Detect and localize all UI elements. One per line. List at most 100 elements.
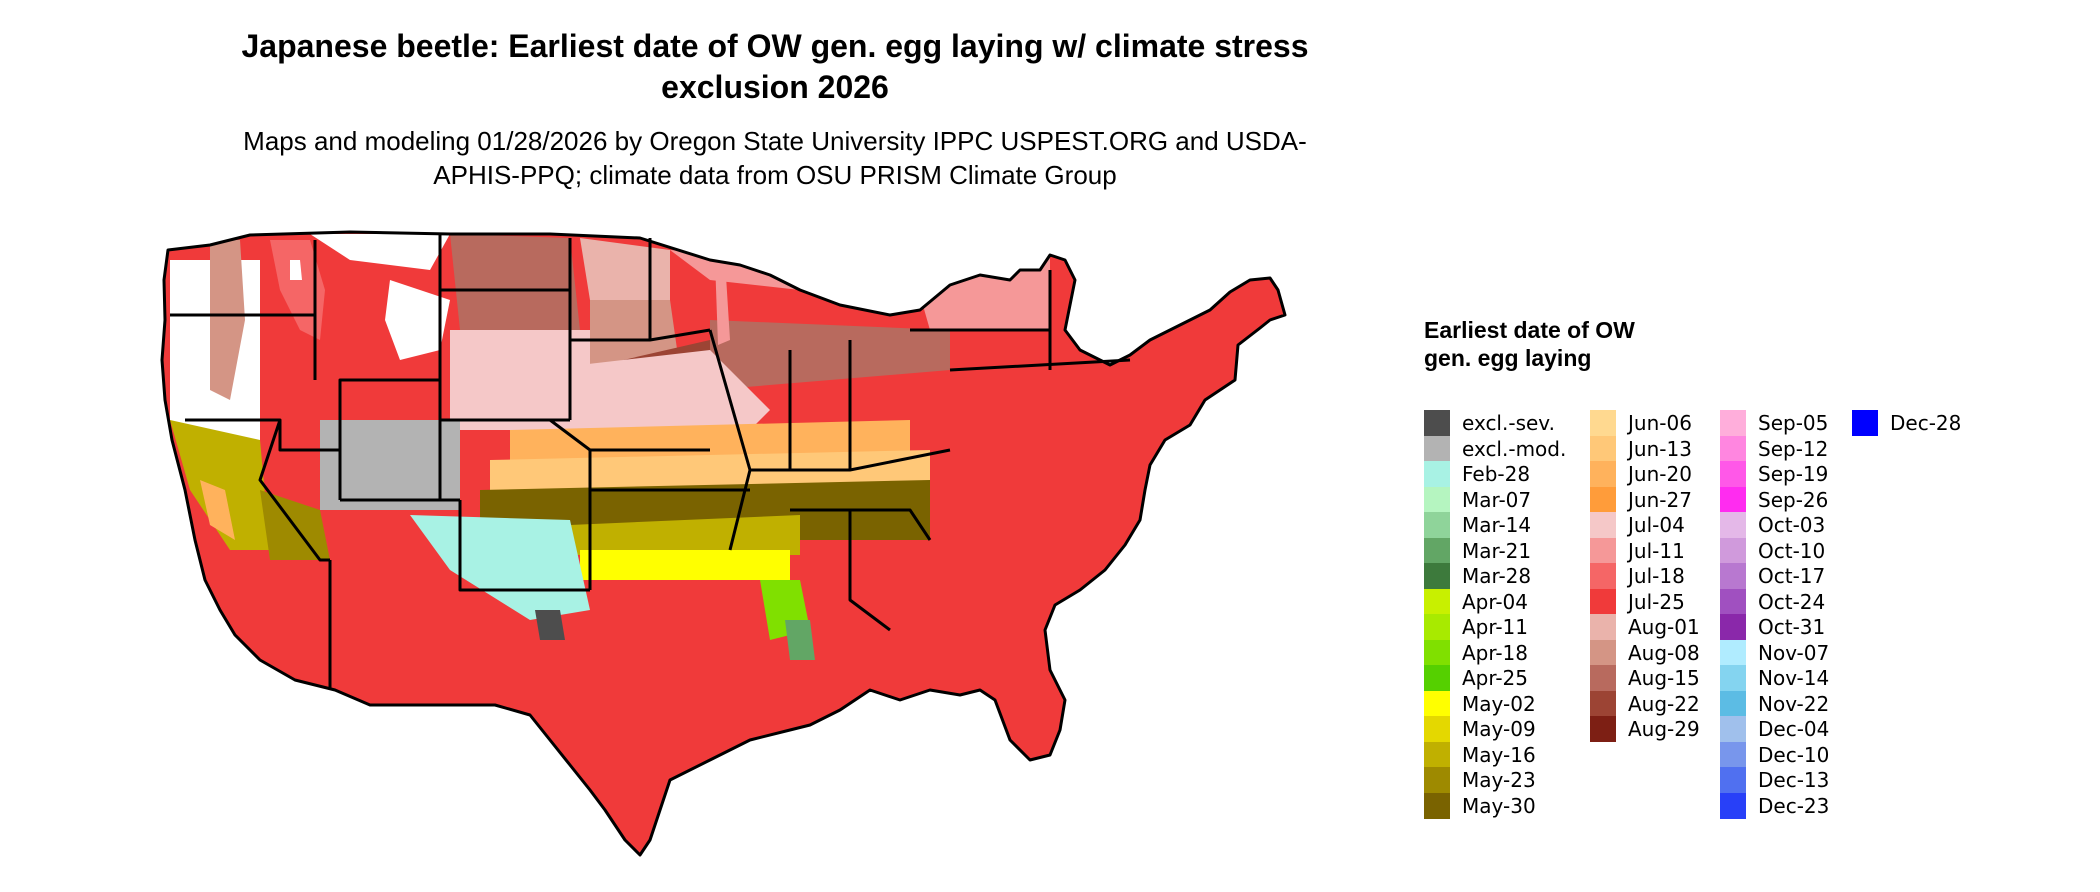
region-cascade xyxy=(210,240,245,400)
legend-label: Nov-07 xyxy=(1758,640,1830,665)
map-subtitle: Maps and modeling 01/28/2026 by Oregon S… xyxy=(243,126,1307,190)
legend-swatch xyxy=(1590,410,1616,436)
region-az-mod xyxy=(535,610,565,640)
legend-swatch xyxy=(1590,537,1616,564)
legend-swatch xyxy=(1590,690,1616,717)
legend-label: Oct-03 xyxy=(1758,513,1826,537)
legend-swatch xyxy=(1720,563,1746,589)
border-m6 xyxy=(458,500,590,592)
legend-label: Oct-10 xyxy=(1758,538,1826,563)
legend-label: Dec-13 xyxy=(1758,768,1830,792)
region-new-england xyxy=(910,250,1050,330)
legend-label: Dec-23 xyxy=(1758,793,1830,818)
legend-swatch xyxy=(1590,435,1616,462)
legend: Earliest date of OW gen. egg laying excl… xyxy=(1424,316,2064,819)
legend-swatch xyxy=(1720,665,1746,691)
legend-swatch xyxy=(1590,614,1616,640)
legend-label: Jul-18 xyxy=(1628,564,1685,588)
legend-swatch xyxy=(1424,537,1450,564)
region-lake-michigan xyxy=(715,260,730,345)
region-texas-may xyxy=(410,515,590,620)
legend-label: Mar-28 xyxy=(1462,564,1532,588)
legend-swatch xyxy=(1424,767,1450,793)
legend-swatch xyxy=(1720,792,1746,819)
region-apr xyxy=(580,550,790,580)
border-m7 xyxy=(460,418,592,590)
legend-label: Jul-11 xyxy=(1628,538,1685,563)
legend-label: Nov-22 xyxy=(1758,691,1830,716)
legend-label: Jun-06 xyxy=(1628,411,1692,435)
legend-label: Aug-22 xyxy=(1628,691,1700,716)
legend-swatch xyxy=(1590,665,1616,691)
legend-swatch xyxy=(1424,461,1450,487)
legend-label: Dec-28 xyxy=(1890,411,1962,435)
region-california xyxy=(170,420,270,550)
country-outline xyxy=(160,230,1287,857)
legend-swatch xyxy=(1424,690,1450,717)
legend-swatch xyxy=(1720,614,1746,640)
region-ohio-pa xyxy=(710,320,950,390)
border-e6 xyxy=(790,508,932,541)
legend-swatch xyxy=(1424,716,1450,742)
legend-swatch xyxy=(1720,537,1746,564)
legend-swatch xyxy=(1424,741,1450,768)
legend-label: Sep-12 xyxy=(1758,436,1829,461)
legend-label: Aug-08 xyxy=(1628,640,1700,665)
legend-swatch xyxy=(1720,461,1746,487)
legend-swatch xyxy=(1424,614,1450,640)
border-e7 xyxy=(848,510,891,632)
legend-title: Earliest date of OW gen. egg laying xyxy=(1424,317,1635,371)
legend-label: Aug-15 xyxy=(1628,666,1700,690)
legend-swatch xyxy=(1720,716,1746,742)
legend-swatch xyxy=(1590,461,1616,487)
legend-label: Nov-14 xyxy=(1758,666,1830,690)
region-ca-valley xyxy=(200,480,235,540)
legend-label: May-09 xyxy=(1462,717,1536,741)
map-title: Japanese beetle: Earliest date of OW gen… xyxy=(241,28,1309,105)
legend-label: Mar-21 xyxy=(1462,538,1532,563)
legend-label: Aug-01 xyxy=(1628,615,1700,639)
legend-label: Mar-14 xyxy=(1462,513,1532,537)
legend-swatch xyxy=(1590,588,1616,615)
region-feb xyxy=(785,620,815,660)
legend-swatch xyxy=(1720,741,1746,768)
region-nebraska xyxy=(450,330,590,380)
legend-swatch xyxy=(1424,435,1450,462)
legend-swatch xyxy=(1424,588,1450,615)
border-e9 xyxy=(949,358,1131,372)
legend-swatch xyxy=(1590,563,1616,589)
legend-label: Dec-10 xyxy=(1758,742,1830,767)
legend-swatch xyxy=(1720,767,1746,793)
legend-swatch xyxy=(1424,639,1450,666)
legend-swatch xyxy=(1424,792,1450,819)
legend-label: Oct-31 xyxy=(1758,615,1826,639)
legend-label: May-23 xyxy=(1462,768,1536,792)
legend-swatch xyxy=(1424,563,1450,589)
legend-swatch xyxy=(1720,435,1746,462)
legend-swatch xyxy=(1424,512,1450,538)
region-montana-brown xyxy=(310,234,450,270)
legend-label: Sep-19 xyxy=(1758,462,1829,486)
region-nm-pink xyxy=(320,420,460,510)
legend-label: Jun-13 xyxy=(1628,436,1692,461)
legend-label: Sep-05 xyxy=(1758,411,1829,435)
legend-label: excl.-mod. xyxy=(1462,436,1567,461)
region-june xyxy=(450,350,770,430)
legend-swatch xyxy=(1720,690,1746,717)
legend-label: May-30 xyxy=(1462,793,1536,818)
legend-swatch xyxy=(1424,410,1450,436)
legend-label: Aug-29 xyxy=(1628,717,1700,741)
legend-label: excl.-sev. xyxy=(1462,411,1555,435)
legend-label: Jul-25 xyxy=(1628,589,1685,614)
legend-swatch xyxy=(1852,410,1878,436)
legend-swatch xyxy=(1590,716,1616,742)
legend-label: Mar-07 xyxy=(1462,487,1532,512)
region-may02 xyxy=(570,515,800,555)
legend-swatch xyxy=(1424,486,1450,513)
legend-label: Apr-25 xyxy=(1462,666,1528,690)
legend-swatch xyxy=(1720,486,1746,513)
map-fill-layer xyxy=(162,232,1285,855)
region-may30 xyxy=(490,450,930,490)
region-dakotas-top xyxy=(450,234,580,330)
border-w2 xyxy=(185,378,440,452)
